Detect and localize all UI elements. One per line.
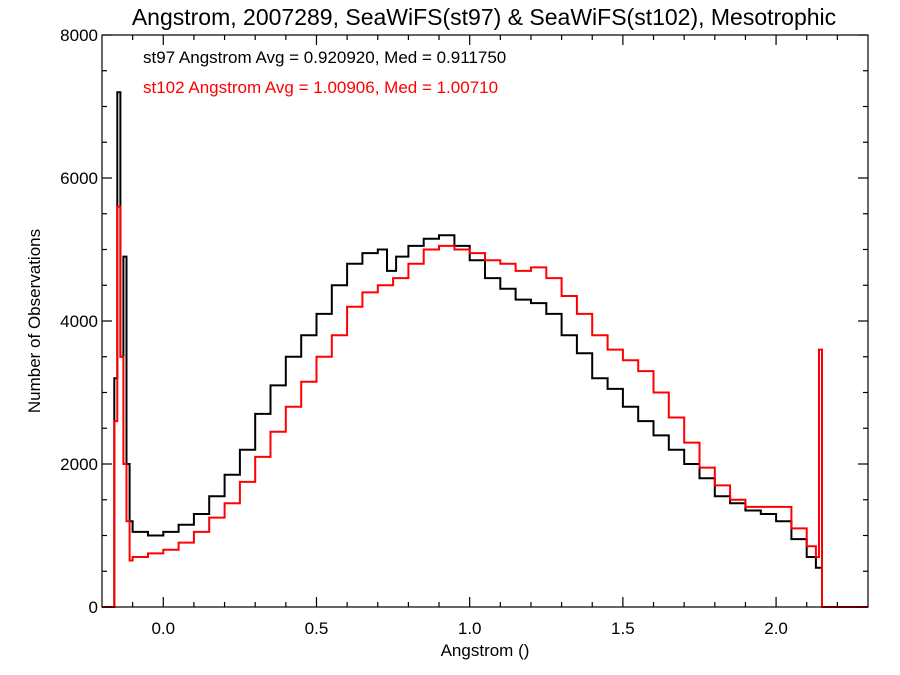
x-tick-label: 1.5: [611, 619, 635, 638]
plot-frame: [101, 34, 869, 608]
axis-ticks: 0.0 0.5 1.0 1.5 2.0 0 2000 4000 6000 8000: [60, 26, 868, 638]
series-line-1: [102, 205, 868, 608]
y-tick-label: 0: [89, 598, 98, 617]
x-axis-label: Angstrom (): [441, 641, 530, 660]
x-tick-label: 0.5: [305, 619, 329, 638]
legend-annotation-st102: st102 Angstrom Avg = 1.00906, Med = 1.00…: [143, 78, 498, 97]
x-tick-label: 2.0: [764, 619, 788, 638]
y-tick-label: 8000: [60, 26, 98, 45]
y-tick-label: 2000: [60, 455, 98, 474]
y-tick-label: 6000: [60, 169, 98, 188]
y-tick-label: 4000: [60, 312, 98, 331]
x-tick-label: 1.0: [458, 619, 482, 638]
x-tick-label: 0.0: [151, 619, 175, 638]
series-line-0: [102, 91, 868, 608]
y-axis-label: Number of Observations: [25, 229, 44, 413]
chart-title: Angstrom, 2007289, SeaWiFS(st97) & SeaWi…: [132, 4, 836, 30]
plot-series: [102, 91, 868, 608]
legend-annotation-st97: st97 Angstrom Avg = 0.920920, Med = 0.91…: [143, 48, 506, 67]
